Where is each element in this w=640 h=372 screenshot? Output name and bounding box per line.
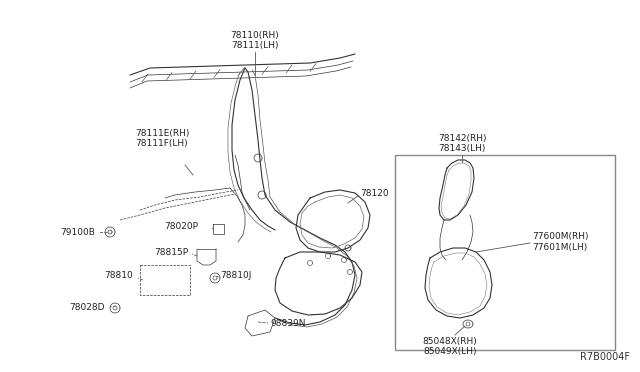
Text: 78028D: 78028D <box>70 302 105 311</box>
Text: 98839N: 98839N <box>270 318 305 327</box>
Text: 78120: 78120 <box>360 189 388 198</box>
Bar <box>395 155 615 350</box>
Text: 78110(RH)
78111(LH): 78110(RH) 78111(LH) <box>230 31 280 50</box>
Text: 85048X(RH)
85049X(LH): 85048X(RH) 85049X(LH) <box>422 337 477 356</box>
Text: 78810: 78810 <box>104 272 133 280</box>
Text: 79100B: 79100B <box>60 228 95 237</box>
Text: R7B0004F: R7B0004F <box>580 352 630 362</box>
Text: 78111E(RH)
78111F(LH): 78111E(RH) 78111F(LH) <box>135 129 189 148</box>
Text: 78810J: 78810J <box>220 270 252 279</box>
Text: 78815P: 78815P <box>154 247 188 257</box>
Text: 78142(RH)
78143(LH): 78142(RH) 78143(LH) <box>438 134 486 153</box>
Text: 77600M(RH)
77601M(LH): 77600M(RH) 77601M(LH) <box>532 232 589 252</box>
Text: 78020P: 78020P <box>164 221 198 231</box>
